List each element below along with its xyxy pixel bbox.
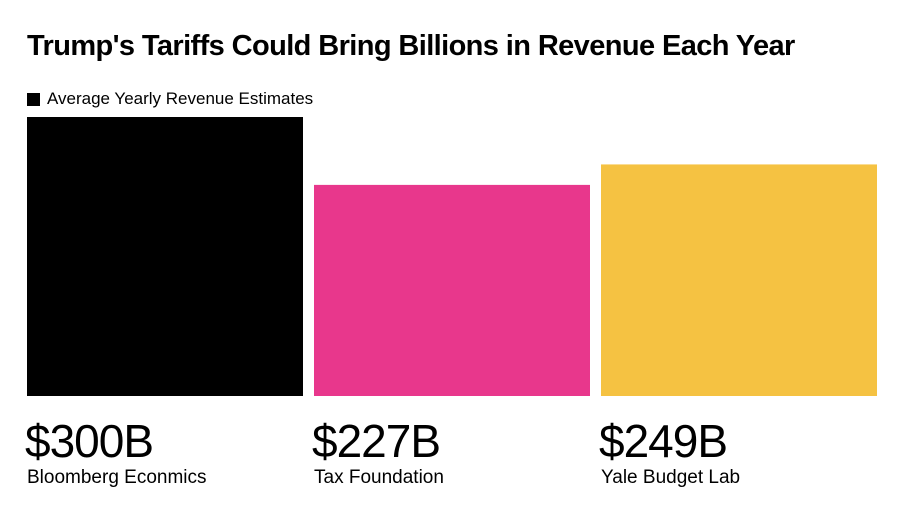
- category-label-1: Tax Foundation: [314, 467, 444, 488]
- legend-label: Average Yearly Revenue Estimates: [47, 89, 314, 108]
- category-label-2: Yale Budget Lab: [601, 467, 740, 488]
- legend-swatch: [27, 92, 40, 106]
- value-label-2: $249B: [599, 415, 727, 467]
- bar-2: [601, 164, 877, 396]
- bar-0: [27, 117, 303, 396]
- value-label-1: $227B: [312, 415, 440, 467]
- chart-legend: Average Yearly Revenue Estimates: [27, 89, 313, 109]
- bar-1: [314, 184, 590, 396]
- category-label-0: Bloomberg Econmics: [27, 467, 207, 488]
- value-label-0: $300B: [25, 415, 153, 467]
- chart-title: Trump's Tariffs Could Bring Billions in …: [27, 30, 795, 62]
